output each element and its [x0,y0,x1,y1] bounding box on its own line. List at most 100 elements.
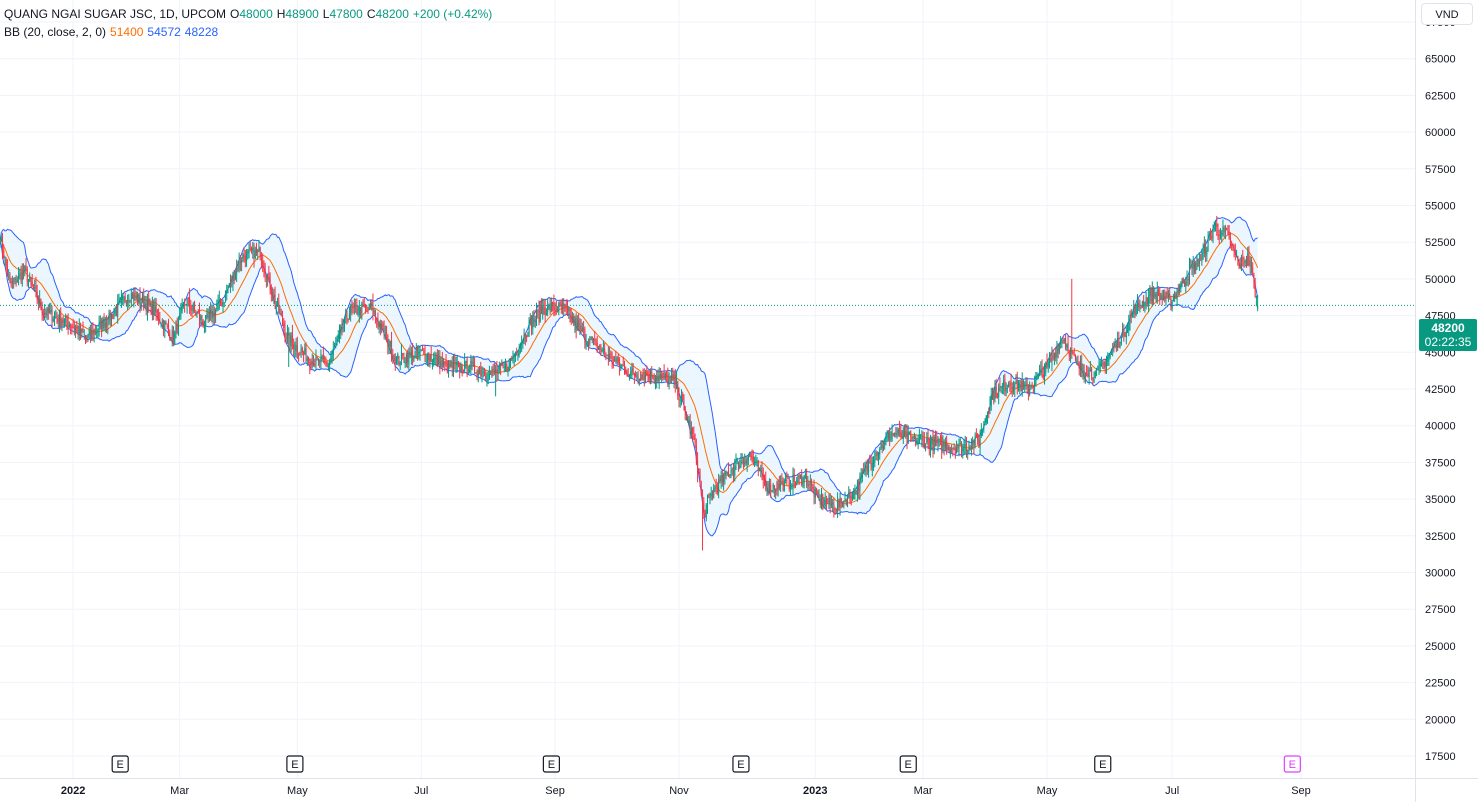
candle-body [32,287,34,290]
candle [1166,287,1168,299]
earnings-marker[interactable]: E [1094,755,1112,773]
earnings-marker[interactable]: E [542,755,560,773]
candle-body [1117,338,1119,348]
candle-body [1072,352,1074,354]
candle [584,326,586,349]
candle-body [998,387,1000,398]
candle [1139,299,1141,313]
candle-body [184,304,186,306]
candle [1011,382,1013,397]
candle-body [1172,296,1174,302]
candle-body [1035,376,1037,386]
price-tick-label: 27500 [1425,604,1456,616]
candle [134,287,136,302]
candle [61,317,63,332]
candle [1077,355,1079,367]
candle-body [1057,346,1059,354]
candle [827,498,829,505]
candle [146,293,148,321]
earnings-marker[interactable]: E [286,755,304,773]
earnings-marker-label: E [737,759,744,771]
time-axis[interactable]: 2022 Mar May Jul Sep Nov 2023 Mar May Jul Sep [61,785,1311,797]
candle-body [435,356,437,359]
candle [1206,246,1208,262]
candle [1060,336,1062,349]
candle-body [452,362,454,369]
price-axis[interactable]: 1750020000225002500027500300003250035000… [1425,17,1456,763]
candle-body [1037,374,1039,379]
candle-body [540,306,542,314]
candle-body [501,363,503,366]
earnings-marker[interactable]: E [111,755,129,773]
candle-body [637,377,639,380]
candle [1195,260,1197,275]
candle [1160,292,1162,301]
candle [133,287,135,308]
candle [9,271,11,284]
candle-body [783,480,785,491]
candle-body [1122,328,1124,334]
earnings-marker[interactable]: E [732,755,750,773]
candle [94,324,96,336]
symbol-title[interactable]: QUANG NGAI SUGAR JSC, 1D, UPCOM [4,7,227,21]
candle-body [260,258,262,262]
candle-body [975,433,977,437]
candle [995,378,997,399]
candle [1218,229,1220,245]
candle-body [1195,262,1197,271]
candle-body [1119,345,1121,347]
candle [617,353,619,366]
candle-body [122,297,124,301]
candle-body [117,302,119,317]
earnings-marker-label: E [548,759,555,771]
candle-body [544,307,546,315]
candle-body [895,432,897,436]
candle-body [381,323,383,329]
upcoming-earnings-marker[interactable]: E [1283,755,1301,773]
candle [762,467,764,489]
bb-upper-value: 54572 [147,25,181,39]
candle [367,307,369,314]
candle [148,291,150,313]
candle-body [1031,384,1033,388]
candle-body [672,373,674,380]
candle [262,253,264,273]
candle [154,297,156,316]
candle [548,303,550,310]
candle-body [417,345,419,353]
candle-body [806,475,808,485]
currency-button[interactable]: VND [1421,3,1473,25]
earnings-marker[interactable]: E [899,755,917,773]
candle-body [1153,286,1155,298]
candle-body [1093,379,1095,382]
candle [951,444,953,453]
candle-body [201,317,203,322]
candle [194,300,196,313]
candle-body [707,497,708,507]
candle-body [257,250,259,253]
candle-body [1103,361,1105,364]
candle [771,489,773,493]
candle-body [1026,383,1028,386]
candle-body [1241,257,1243,269]
candle [745,455,747,466]
candle [595,338,597,347]
candle [171,325,173,347]
candle-body [1067,342,1069,353]
candle-body [457,361,459,363]
candle [501,359,503,367]
indicator-title[interactable]: BB (20, close, 2, 0) [4,25,107,39]
candle [866,459,868,476]
candle [792,467,794,496]
candle [1003,374,1005,395]
candle-body [858,481,860,491]
candle-body [635,373,637,377]
candle-body [241,260,243,264]
candle [1004,373,1006,396]
candle [269,272,271,295]
candle-body [1198,260,1200,264]
candle-body [612,361,614,363]
